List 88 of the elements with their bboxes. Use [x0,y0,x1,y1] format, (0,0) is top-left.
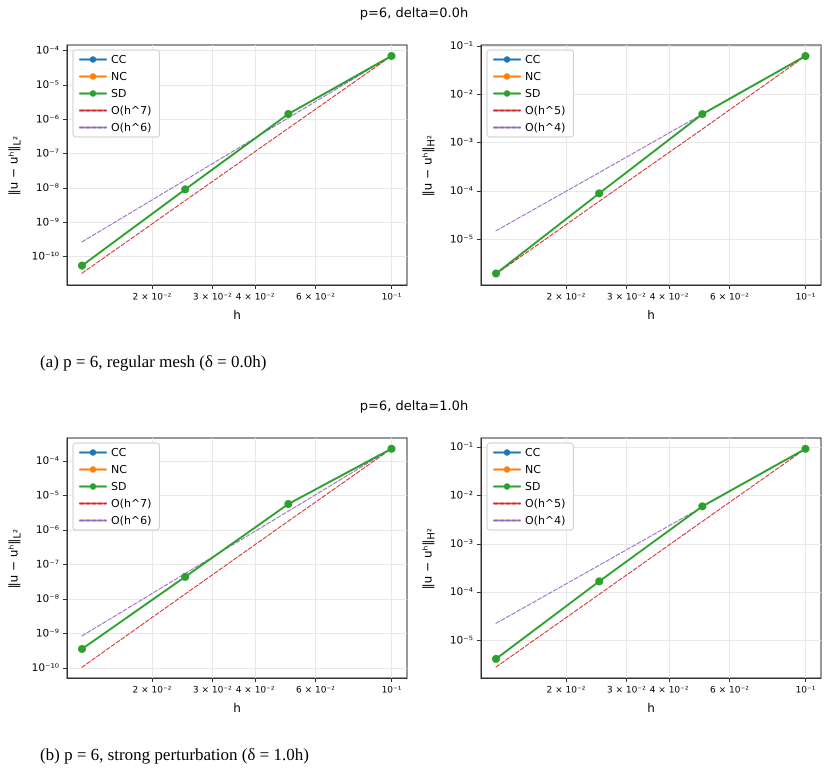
x-tick-label: 3 × 10⁻² [606,292,646,302]
legend-label: CC [525,446,541,459]
x-tick-label: 2 × 10⁻² [132,686,172,696]
legend-label: O(h^7) [111,497,152,510]
y-tick-label: 10⁻³ [450,136,473,149]
point [698,502,706,510]
legend-label: O(h^4) [525,121,566,134]
y-tick-label: 10⁻⁵ [36,489,59,502]
y-tick-label: 10⁻⁷ [36,558,59,571]
y-tick-label: 10⁻⁴ [36,454,59,467]
y-tick-label: 10⁻⁹ [36,628,59,640]
y-tick-label: 10⁻² [450,490,473,502]
y-tick-label: 10⁻⁷ [36,148,59,160]
y-tick-label: 10⁻¹ [450,441,473,454]
x-tick-label: 6 × 10⁻² [710,686,750,696]
y-tick-label: 10⁻⁴ [450,586,473,598]
y-tick-label: 10⁻⁹ [36,216,59,228]
legend-label: NC [525,463,542,476]
x-tick-label: 3 × 10⁻² [192,292,232,302]
legend-label: SD [111,87,126,100]
point [181,572,190,581]
legend-label: O(h^5) [525,497,566,510]
point [698,110,706,118]
x-tick-label: 4 × 10⁻² [650,686,689,696]
point [595,577,604,586]
legend-label: CC [111,53,127,66]
x-tick-label: 4 × 10⁻² [236,686,275,696]
legend-label: O(h^4) [525,514,566,527]
legend-label: SD [111,480,126,493]
point [801,444,810,453]
point [284,500,292,508]
y-tick-label: 10⁻⁶ [36,113,59,126]
x-tick-label: 6 × 10⁻² [296,292,336,302]
chart-title: p=6, delta=1.0h [358,399,470,414]
legend-label: O(h^6) [111,121,152,134]
legend-label: NC [111,70,128,83]
legend-label: CC [111,446,127,459]
y-tick-label: 10⁻⁸ [36,593,59,606]
y-tick-label: 10⁻⁵ [36,78,59,91]
legend-label: O(h^7) [111,104,152,117]
x-axis-title: h [647,701,655,715]
legend-label: O(h^5) [525,104,566,117]
x-tick-label: 6 × 10⁻² [710,292,750,302]
legend-label: NC [525,70,542,83]
text: (a) p = 6, regular mesh (δ = 0.0h) [40,352,266,372]
x-tick-label: 2 × 10⁻² [546,292,586,302]
x-tick-label: 2 × 10⁻² [546,686,586,696]
x-tick-label: 3 × 10⁻² [192,686,232,696]
x-axis-title: h [647,308,655,322]
point [595,189,604,198]
y-tick-label: 10⁻² [450,88,473,100]
legend-label: NC [111,463,128,476]
point [801,52,810,60]
point [78,644,86,653]
legend-label: SD [525,480,540,493]
x-tick-label: 2 × 10⁻² [132,292,172,302]
point [387,444,396,453]
x-tick-label: 3 × 10⁻² [606,686,646,696]
x-tick-label: 10⁻¹ [382,686,402,696]
legend-label: SD [525,87,540,100]
y-tick-label: 10⁻⁴ [36,44,59,57]
chart-title: p=6, delta=0.0h [358,6,470,21]
y-tick-label: 10⁻⁴ [450,184,473,197]
x-tick-label: 4 × 10⁻² [650,292,689,302]
point [387,52,396,60]
x-tick-label: 10⁻¹ [382,292,402,302]
y-tick-label: 10⁻¹ [450,40,473,52]
x-tick-label: 10⁻¹ [796,292,816,302]
y-tick-label: 10⁻³ [450,538,473,550]
x-tick-label: 10⁻¹ [796,686,816,696]
legend-label: O(h^6) [111,514,152,527]
y-tick-label: 10⁻⁶ [36,524,59,536]
point [181,185,190,194]
point [78,262,86,270]
point [492,270,500,278]
x-axis-title: h [233,701,241,715]
y-tick-label: 10⁻¹⁰ [32,662,59,674]
x-tick-label: 4 × 10⁻² [236,292,275,302]
y-tick-label: 10⁻⁵ [450,233,473,246]
point [284,110,292,118]
legend-label: CC [525,53,541,66]
text: (b) p = 6, strong perturbation (δ = 1.0h) [40,745,309,765]
y-tick-label: 10⁻¹⁰ [32,250,59,263]
y-tick-label: 10⁻⁸ [36,182,59,194]
x-tick-label: 6 × 10⁻² [296,686,336,696]
x-axis-title: h [233,308,241,322]
point [492,654,500,663]
y-tick-label: 10⁻⁵ [450,634,473,646]
